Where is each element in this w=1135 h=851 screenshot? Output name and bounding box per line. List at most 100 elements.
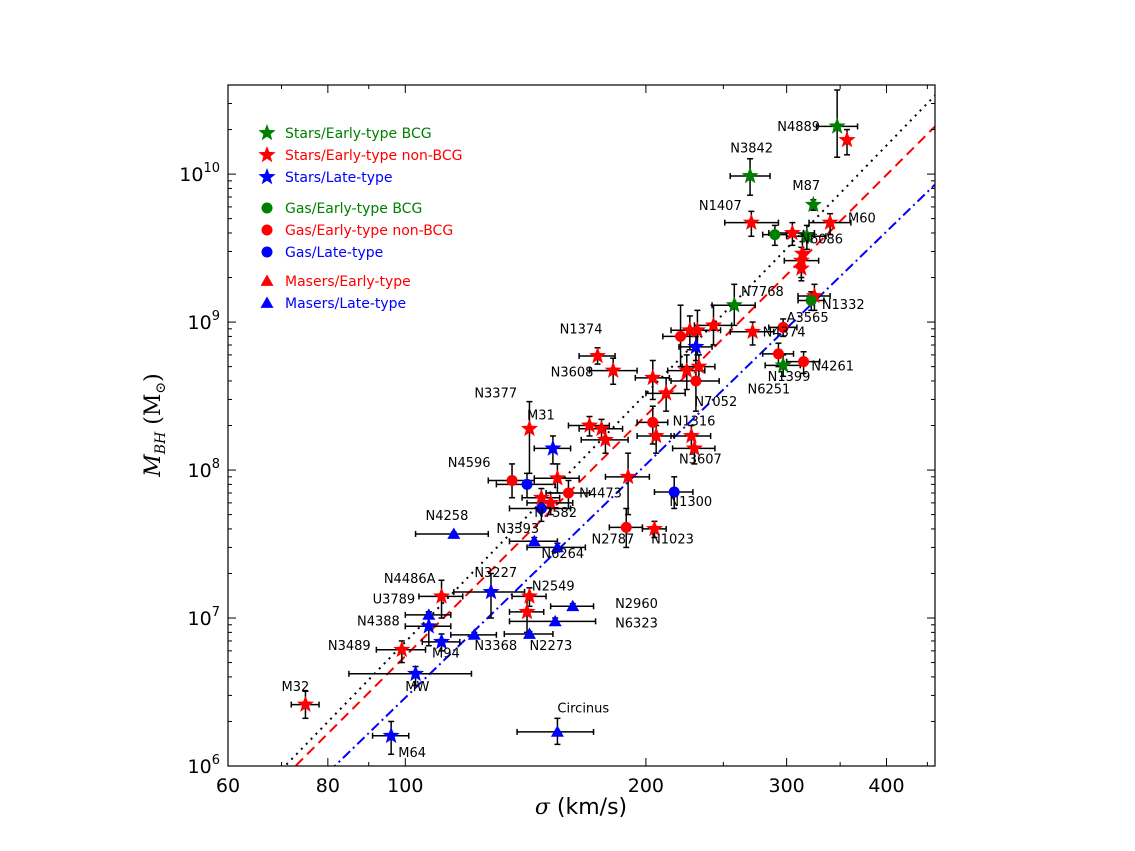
legend-marker-star (258, 124, 276, 141)
legend-marker-star (258, 146, 276, 163)
data-point-star (741, 167, 759, 184)
data-point-star (548, 469, 566, 486)
point-label: N4486A (384, 572, 436, 587)
error-bars (290, 89, 859, 756)
data-point-star (433, 587, 451, 604)
legend-marker-triangle (260, 274, 274, 286)
legend: Stars/Early-type BCG Stars/Early-type non… (258, 124, 462, 312)
data-point-star (678, 361, 696, 378)
data-point-star (682, 426, 700, 444)
point-label: N7052 (694, 395, 737, 410)
point-label: N6251 (747, 382, 790, 397)
data-point-triangle (550, 540, 564, 553)
point-label: N6323 (615, 617, 658, 632)
data-point-star (520, 419, 538, 437)
data-point-star (704, 316, 723, 333)
point-label: N3608 (551, 365, 594, 380)
data-point-star (596, 430, 614, 448)
legend-label: Stars/Late-type (285, 170, 393, 186)
point-label: M87 (792, 179, 820, 194)
legend-label: Stars/Early-type BCG (285, 126, 432, 142)
point-label: N4596 (448, 456, 491, 471)
data-point-star (382, 726, 400, 744)
point-label: N4473 (579, 487, 622, 502)
point-label: N3489 (328, 639, 371, 654)
data-point-star (828, 117, 846, 134)
point-label: N2549 (532, 579, 575, 594)
legend-label: Masers/Late-type (285, 296, 406, 312)
data-point-star (296, 695, 314, 712)
x-tick-label: 100 (387, 775, 423, 797)
point-label: N1407 (699, 199, 742, 214)
data-point-circle (521, 478, 533, 490)
point-label: N1023 (651, 532, 694, 547)
data-point-star (681, 321, 699, 338)
x-tick-label: 60 (216, 775, 240, 797)
data-point-star (805, 287, 823, 304)
data-point-star (393, 640, 411, 658)
point-label: N4258 (426, 509, 469, 524)
data-point-star (657, 384, 675, 401)
point-label: N1316 (673, 415, 716, 430)
data-point-star (821, 213, 839, 230)
x-tick-label: 400 (868, 775, 904, 797)
point-label: N4261 (811, 360, 854, 375)
data-point-star (532, 488, 550, 505)
data-point-circle (562, 487, 574, 499)
data-point-star (690, 357, 708, 374)
point-label: N2273 (529, 639, 572, 654)
x-tick-label: 80 (316, 775, 340, 797)
data-point-circle (535, 502, 547, 514)
data-point-star (520, 587, 538, 604)
data-point-circle (805, 294, 817, 306)
point-label: N3842 (730, 141, 773, 156)
data-point-star (420, 617, 438, 634)
legend-marker-circle (261, 224, 273, 236)
point-label: N3377 (474, 386, 517, 401)
point-label: N6086 (800, 232, 843, 247)
data-point-star (742, 213, 760, 230)
data-point-star (580, 416, 598, 433)
data-point-star (685, 439, 703, 456)
fit-line-dotted (283, 94, 935, 766)
point-label: N3368 (474, 639, 517, 654)
data-point-triangle (467, 628, 481, 640)
legend-marker-triangle (260, 296, 274, 308)
data-point-star (619, 467, 637, 485)
y-tick-label: 106 (188, 753, 220, 778)
point-label: MW (405, 680, 429, 695)
data-point-star (407, 664, 425, 682)
legend-marker-circle (261, 246, 273, 258)
point-label: N3607 (679, 452, 722, 467)
data-point-star (593, 419, 611, 437)
data-point-star (687, 337, 705, 355)
y-tick-label: 1010 (179, 161, 220, 186)
plot-frame (227, 84, 936, 767)
point-label: N6264 (541, 547, 584, 562)
data-point-triangle (447, 527, 461, 539)
data-point-star (804, 195, 822, 213)
legend-label: Gas/Early-type non-BCG (285, 223, 453, 239)
point-label: M60 (848, 212, 876, 227)
data-point-star (838, 131, 856, 148)
y-axis-label: MBH (M⊙) (141, 373, 169, 477)
data-point-circle (620, 521, 632, 533)
point-label: A3565 (787, 311, 829, 326)
y-tick-label: 107 (188, 605, 220, 630)
point-label: N1399 (768, 370, 811, 385)
point-label: N1332 (822, 298, 865, 313)
data-point-circle (668, 486, 680, 498)
data-point-star (645, 519, 663, 537)
data-points (296, 117, 856, 744)
point-label: N1300 (669, 495, 712, 510)
data-point-star (798, 227, 816, 244)
data-point-star (793, 244, 811, 261)
legend-label: Masers/Early-type (285, 274, 411, 290)
data-point-star (774, 356, 792, 373)
data-point-star (744, 322, 762, 339)
data-point-triangle (548, 614, 562, 627)
data-point-star (518, 602, 536, 620)
axis-ticks: 60 80 100 200 300 400 106 107 108 109 1010 (179, 84, 935, 797)
data-point-star (644, 368, 662, 386)
